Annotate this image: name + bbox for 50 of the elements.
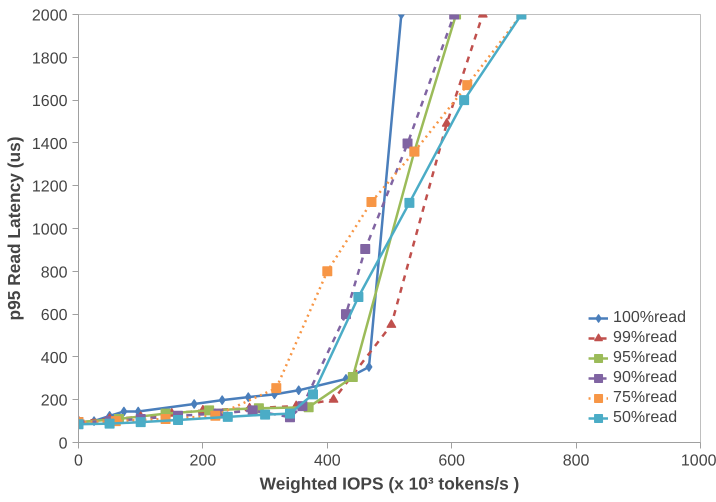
point <box>271 383 282 394</box>
legend-label: 75%read <box>613 389 678 407</box>
legend-label: 95%read <box>613 349 678 367</box>
x-tick-label: 800 <box>562 452 590 470</box>
point <box>222 412 233 422</box>
point <box>365 362 372 372</box>
point <box>353 292 364 302</box>
point <box>328 394 339 403</box>
point <box>404 198 414 208</box>
y-tick-label: 1800 <box>32 50 68 68</box>
y-tick-label: 200 <box>40 392 68 410</box>
y-axis-title: p95 Read Latency (us) <box>4 136 24 320</box>
point <box>120 406 128 416</box>
point <box>348 372 358 382</box>
legend-label: 99%read <box>613 329 678 347</box>
y-tick-label: 800 <box>40 264 68 282</box>
y-tick-label: 2000 <box>32 8 68 24</box>
point <box>218 395 226 406</box>
x-tick-label: 400 <box>314 452 341 470</box>
x-axis-title: Weighted IOPS (x 10³ tokens/s ) <box>260 474 520 494</box>
legend-label: 50%read <box>613 409 678 427</box>
point <box>173 415 184 426</box>
point <box>402 138 413 149</box>
point <box>244 392 252 402</box>
y-tick-label: 0 <box>58 436 68 452</box>
point <box>136 417 146 428</box>
x-tick-label: 1000 <box>680 452 716 470</box>
x-tick-label: 0 <box>74 452 84 470</box>
point <box>284 408 295 419</box>
x-tick-label: 200 <box>190 452 216 470</box>
point <box>366 196 376 207</box>
point <box>308 389 318 400</box>
point <box>386 319 396 328</box>
point <box>462 80 472 90</box>
y-tick-label: 1600 <box>32 93 68 110</box>
point <box>190 398 198 409</box>
y-tick-label: 1200 <box>32 178 68 196</box>
y-tick-label: 600 <box>40 307 68 324</box>
point <box>260 410 270 420</box>
legend-label: 90%read <box>613 369 678 387</box>
point <box>322 266 332 276</box>
y-tick-label: 1400 <box>32 136 68 153</box>
point <box>360 244 370 254</box>
point <box>295 385 302 396</box>
x-tick-label: 600 <box>438 452 466 470</box>
point <box>104 418 115 429</box>
point <box>459 95 470 106</box>
y-tick-label: 400 <box>40 350 68 367</box>
y-tick-label: 1000 <box>32 222 68 238</box>
legend-label: 100%read <box>613 309 686 327</box>
